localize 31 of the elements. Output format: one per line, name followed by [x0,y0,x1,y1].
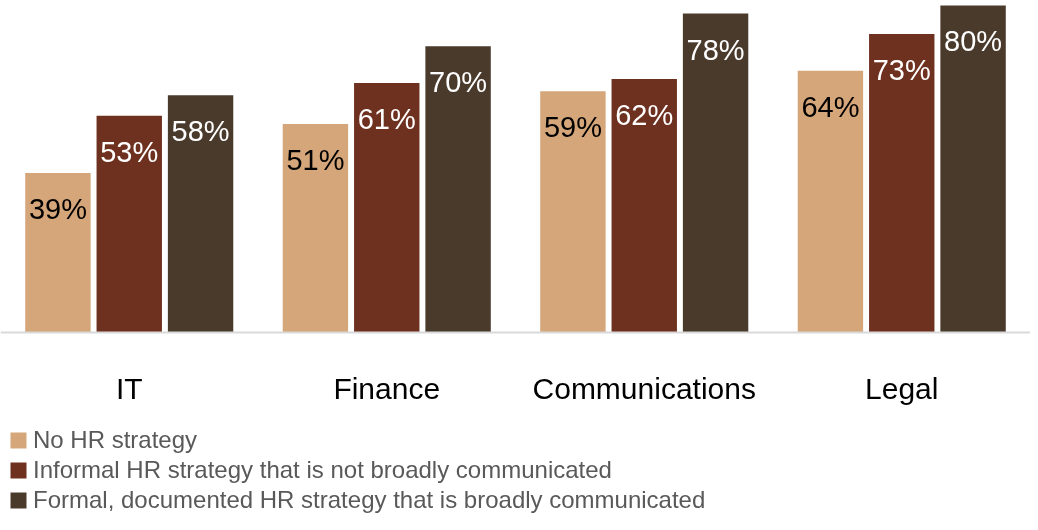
bar [167,95,234,333]
data-label: 73% [872,54,931,87]
data-label: 61% [357,103,416,136]
bar [682,13,749,333]
x-tick-label: IT [115,372,143,406]
legend-label: Formal, documented HR strategy that is broadly communicated [33,486,706,514]
bar [282,123,349,333]
data-label: 39% [28,193,87,225]
data-label: 78% [686,33,745,66]
bar [797,70,864,333]
x-tick-label: Communications [532,372,756,406]
data-label: 59% [543,111,602,144]
legend-label: No HR strategy [33,426,198,454]
bar [540,91,606,333]
data-label: 80% [944,25,1003,58]
bar [869,34,935,333]
data-label: 53% [100,135,159,168]
bar [940,5,1006,333]
data-label: 62% [615,98,674,131]
legend-label: Informal HR strategy that is not broadly communicated [33,456,612,484]
data-label: 51% [286,143,345,176]
x-tick-label: Finance [333,372,441,406]
data-label: 70% [429,66,488,99]
bar [611,78,677,333]
data-label: 58% [171,115,230,148]
data-label: 64% [801,90,860,123]
bar [25,173,91,333]
bar [425,46,491,333]
bar [96,115,162,333]
x-tick-label: Legal [865,372,939,406]
bar [354,83,420,333]
